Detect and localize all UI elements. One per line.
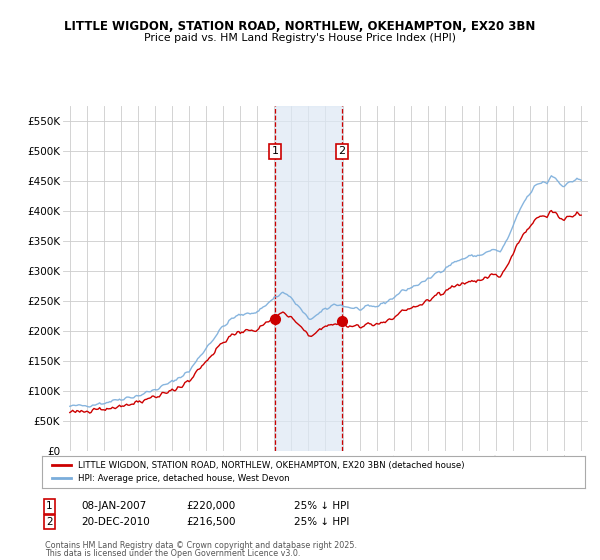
Text: This data is licensed under the Open Government Licence v3.0.: This data is licensed under the Open Gov…	[45, 549, 301, 558]
Text: Contains HM Land Registry data © Crown copyright and database right 2025.: Contains HM Land Registry data © Crown c…	[45, 541, 357, 550]
Text: Price paid vs. HM Land Registry's House Price Index (HPI): Price paid vs. HM Land Registry's House …	[144, 33, 456, 43]
Text: 1: 1	[46, 501, 53, 511]
Text: 25% ↓ HPI: 25% ↓ HPI	[294, 517, 349, 527]
Bar	[275, 106, 342, 451]
Text: 20-DEC-2010: 20-DEC-2010	[81, 517, 150, 527]
Text: £216,500: £216,500	[186, 517, 235, 527]
Text: 25% ↓ HPI: 25% ↓ HPI	[294, 501, 349, 511]
Text: 2: 2	[338, 146, 346, 156]
Legend: LITTLE WIGDON, STATION ROAD, NORTHLEW, OKEHAMPTON, EX20 3BN (detached house), HP: LITTLE WIGDON, STATION ROAD, NORTHLEW, O…	[49, 458, 468, 487]
Text: 08-JAN-2007: 08-JAN-2007	[81, 501, 146, 511]
Text: 2: 2	[46, 517, 53, 527]
Text: LITTLE WIGDON, STATION ROAD, NORTHLEW, OKEHAMPTON, EX20 3BN: LITTLE WIGDON, STATION ROAD, NORTHLEW, O…	[64, 20, 536, 34]
Text: £220,000: £220,000	[186, 501, 235, 511]
Text: 1: 1	[272, 146, 278, 156]
